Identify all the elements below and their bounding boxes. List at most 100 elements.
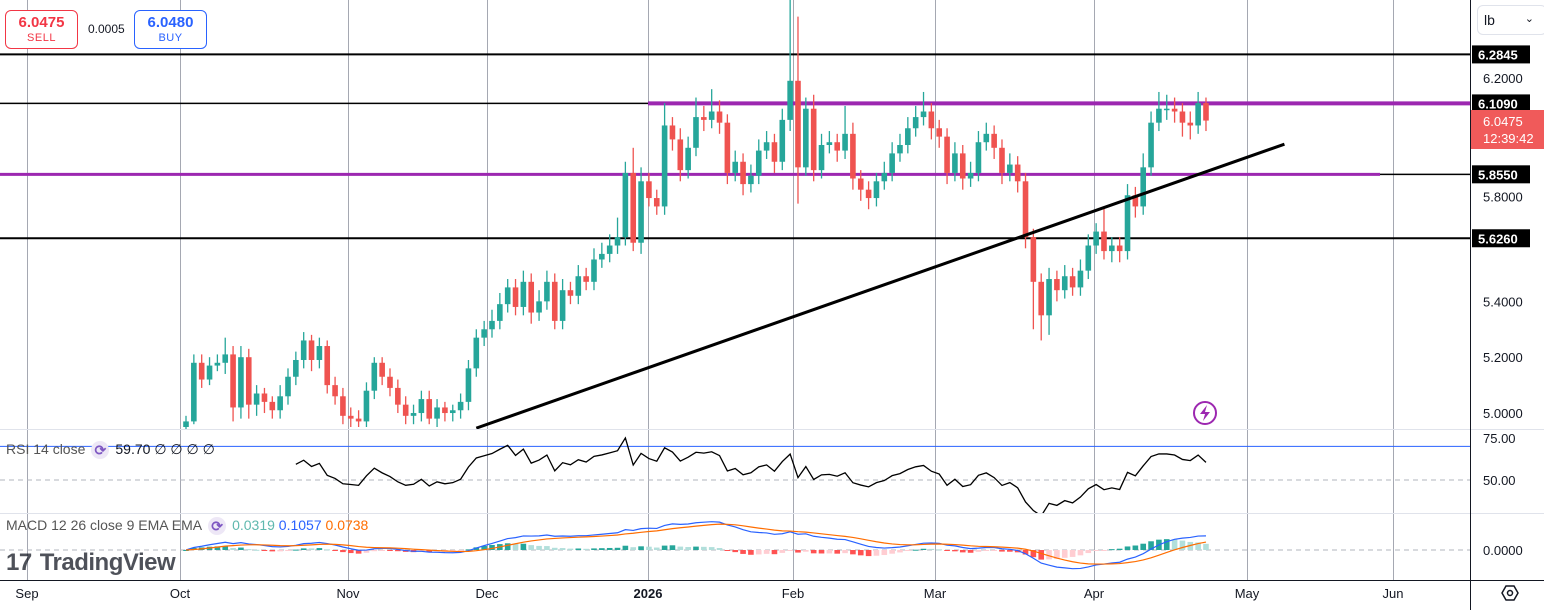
candle[interactable] [528,273,535,324]
candle[interactable] [850,122,856,190]
candle[interactable] [214,354,221,372]
candle[interactable] [1116,237,1123,263]
candle[interactable] [497,292,503,330]
candle[interactable] [779,108,786,171]
candle[interactable] [395,379,401,414]
candle[interactable] [975,131,982,182]
candle[interactable] [630,147,637,252]
candle[interactable] [614,217,621,254]
candle[interactable] [842,105,848,159]
candle[interactable] [1007,153,1013,182]
candle[interactable] [191,354,197,425]
candle[interactable] [332,376,338,405]
candle[interactable] [606,234,613,263]
candle[interactable] [677,128,684,182]
candle[interactable] [1132,186,1139,218]
candle[interactable] [1093,223,1099,254]
candle[interactable] [308,334,315,372]
candle[interactable] [787,0,793,132]
candle[interactable] [410,404,417,425]
candle[interactable] [983,122,990,151]
candle[interactable] [1203,97,1209,132]
candle[interactable] [418,390,425,422]
candle[interactable] [583,267,589,291]
candle[interactable] [1140,153,1147,215]
candle[interactable] [434,399,440,427]
candle[interactable] [551,273,558,330]
candle[interactable] [708,89,715,129]
candle[interactable] [936,119,943,148]
unit-selector[interactable]: lb ⌄ [1477,5,1544,35]
candle[interactable] [355,410,362,427]
candle[interactable] [889,142,895,182]
candle[interactable] [512,279,519,316]
candle[interactable] [1061,265,1068,299]
candle[interactable] [638,167,644,254]
candle[interactable] [426,390,433,425]
candle[interactable] [253,385,260,416]
settings-icon[interactable] [1501,585,1519,601]
candle[interactable] [371,357,378,400]
trendline[interactable] [475,142,1285,429]
candle[interactable] [520,270,527,316]
candle[interactable] [724,114,731,185]
candle[interactable] [1069,267,1076,296]
candle[interactable] [473,329,480,377]
candle[interactable] [905,117,911,154]
candle[interactable] [795,16,801,204]
candle[interactable] [293,351,299,386]
candle[interactable] [504,279,511,313]
candle[interactable] [1187,111,1194,140]
candle[interactable] [1046,267,1052,335]
candle[interactable] [316,337,323,369]
candle[interactable] [230,346,236,422]
candle[interactable] [1030,228,1037,330]
rsi-legend[interactable]: RSI 14 close ⟳ 59.70 ∅ ∅ ∅ ∅ [6,441,215,460]
candle[interactable] [1054,270,1060,302]
refresh-icon[interactable]: ⟳ [208,517,227,536]
candle[interactable] [1038,273,1045,341]
candle[interactable] [206,357,213,386]
candle[interactable] [238,346,244,419]
candle[interactable] [300,332,307,369]
candle[interactable] [834,133,841,162]
candle[interactable] [803,97,809,176]
candle[interactable] [661,103,668,215]
candle[interactable] [810,94,817,182]
candle[interactable] [763,131,770,159]
candle[interactable] [1124,184,1131,260]
candle[interactable] [1101,206,1107,260]
candle[interactable] [999,139,1005,185]
candle[interactable] [1156,91,1162,132]
candle[interactable] [959,145,966,190]
candle[interactable] [402,396,409,425]
candle[interactable] [591,248,597,291]
candle[interactable] [1195,91,1201,134]
candle[interactable] [740,153,746,196]
candle[interactable] [646,172,652,207]
candle[interactable] [716,100,723,134]
candle[interactable] [277,385,283,419]
macd-legend[interactable]: MACD 12 26 close 9 EMA EMA ⟳ 0.0319 0.1057… [6,517,368,536]
candle[interactable] [269,396,276,419]
candle[interactable] [1148,111,1154,176]
candle[interactable] [347,407,354,427]
candle[interactable] [881,161,888,190]
candle[interactable] [818,133,825,179]
candle[interactable] [669,117,676,151]
candle[interactable] [693,97,699,157]
candle[interactable] [387,368,393,397]
candle[interactable] [622,161,629,246]
candle[interactable] [732,150,739,182]
candle[interactable] [944,128,950,185]
candle[interactable] [198,354,205,388]
candle[interactable] [183,415,189,430]
refresh-icon[interactable]: ⟳ [91,441,110,460]
candle[interactable] [928,103,935,140]
candle[interactable] [1085,234,1092,280]
candle[interactable] [685,136,691,179]
candle[interactable] [465,359,472,411]
candle[interactable] [489,309,495,338]
candle[interactable] [865,181,872,210]
